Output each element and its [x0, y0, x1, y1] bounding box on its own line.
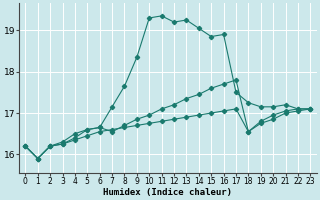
X-axis label: Humidex (Indice chaleur): Humidex (Indice chaleur) — [103, 188, 232, 197]
